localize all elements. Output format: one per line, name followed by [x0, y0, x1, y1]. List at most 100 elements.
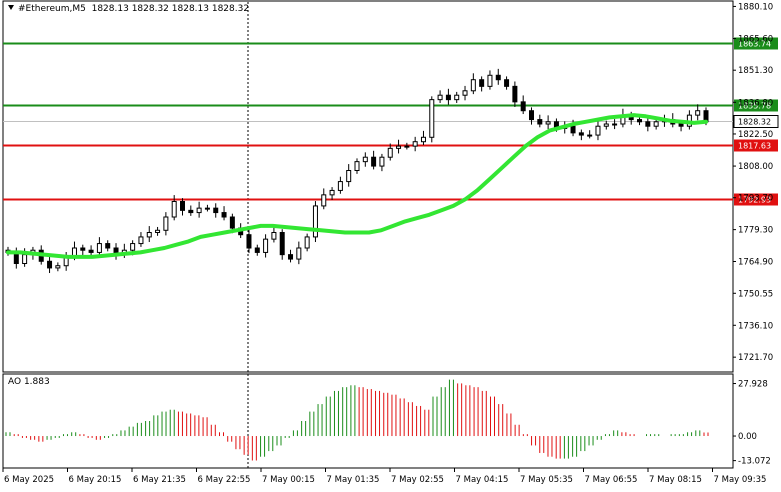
y-tick-label: 1808.00 — [738, 162, 773, 172]
candle-body — [55, 265, 61, 269]
price-pane-frame — [2, 0, 734, 373]
y-tick-label: 1851.30 — [738, 66, 773, 76]
candle-body — [80, 247, 86, 251]
candle-body — [196, 207, 202, 214]
candle-body — [587, 134, 593, 137]
x-tick-label: 7 May 09:35 — [714, 475, 767, 485]
candle-body — [279, 232, 285, 256]
x-tick-label: 6 May 21:35 — [133, 475, 186, 485]
candle-body — [578, 132, 584, 136]
candle-body — [570, 125, 576, 134]
candle-body — [495, 74, 501, 81]
candle-body — [545, 121, 551, 125]
candle-body — [454, 94, 460, 101]
candle-body — [204, 207, 210, 210]
price-level-tag — [734, 99, 778, 112]
candle-body — [603, 123, 609, 127]
x-tick-label: 6 May 2025 — [4, 475, 54, 485]
candle-body — [487, 74, 493, 87]
candle-body — [379, 156, 385, 167]
candle-body — [171, 201, 177, 218]
candle-body — [288, 254, 294, 260]
ao-y-tick-label: 27.928 — [738, 380, 768, 390]
candle-body — [362, 156, 368, 163]
candle-body — [653, 121, 659, 127]
y-tick-label: 1721.70 — [738, 353, 773, 363]
chart-title: #Ethereum,M5 1828.13 1828.32 1828.13 182… — [8, 4, 249, 14]
candle-body — [329, 189, 335, 196]
candle-body — [429, 99, 435, 138]
y-tick-label: 1865.60 — [738, 35, 773, 45]
candle-body — [445, 94, 451, 101]
candle-body — [296, 247, 302, 260]
candle-body — [387, 147, 393, 158]
candle-body — [88, 249, 94, 253]
candle-body — [47, 260, 53, 269]
x-tick-label: 7 May 02:55 — [391, 475, 444, 485]
candle-body — [263, 238, 269, 253]
price-level-tag — [734, 193, 778, 206]
x-tick-label: 7 May 00:15 — [262, 475, 315, 485]
moving-average-line — [6, 113, 708, 259]
candle-body — [504, 79, 510, 87]
candle-body — [130, 243, 136, 251]
candle-body — [304, 236, 310, 249]
candle-body — [437, 94, 443, 101]
candle-body — [695, 110, 701, 116]
candle-body — [412, 141, 418, 147]
indicator-pane-frame — [2, 373, 734, 469]
candle-body — [520, 101, 526, 112]
y-tick-label: 1736.10 — [738, 321, 773, 331]
candle-body — [637, 119, 643, 123]
candle-body — [229, 216, 235, 229]
price-level-tag — [734, 37, 778, 50]
x-tick-label: 7 May 06:55 — [585, 475, 638, 485]
candle-body — [420, 136, 426, 143]
price-level-tag — [734, 139, 778, 152]
y-tick-label: 1793.70 — [738, 194, 773, 204]
x-tick-label: 7 May 08:15 — [649, 475, 702, 485]
candle-body — [221, 212, 227, 218]
candle-body — [512, 85, 518, 103]
x-tick-label: 7 May 04:15 — [456, 475, 509, 485]
y-tick-label: 1880.10 — [738, 2, 773, 12]
price-level-label: 1792.93 — [738, 196, 771, 205]
ao-y-tick-label: 0.00 — [738, 432, 757, 442]
current-price-tag — [733, 115, 779, 128]
candle-body — [96, 243, 102, 253]
candle-body — [645, 121, 651, 127]
candle-body — [470, 79, 476, 92]
y-tick-label: 1764.90 — [738, 258, 773, 268]
candle-body — [180, 201, 185, 211]
y-tick-label: 1750.55 — [738, 289, 773, 299]
price-level-label: 1863.74 — [738, 40, 771, 49]
candle-body — [404, 145, 410, 148]
candle-body — [246, 234, 252, 249]
y-tick-label: 1836.80 — [738, 98, 773, 108]
x-tick-label: 7 May 05:35 — [520, 475, 573, 485]
price-level-label: 1835.78 — [738, 102, 771, 111]
candle-body — [371, 156, 377, 167]
candle-body — [354, 161, 360, 171]
candle-body — [678, 123, 684, 127]
ohlc-readout: 1828.13 1828.32 1828.13 1828.32 — [91, 4, 250, 14]
candle-body — [155, 229, 161, 234]
current-price-label: 1828.32 — [738, 118, 771, 127]
candle-body — [312, 205, 318, 238]
y-tick-label: 1779.30 — [738, 226, 773, 236]
candle-body — [396, 145, 402, 149]
candle-body — [188, 209, 194, 214]
candle-body — [337, 181, 343, 191]
price-level-label: 1817.63 — [738, 142, 771, 151]
candle-body — [462, 90, 468, 96]
candle-body — [271, 232, 277, 240]
indicator-title: AO 1.883 — [8, 377, 50, 387]
candle-body — [479, 79, 485, 87]
dropdown-triangle-icon[interactable] — [8, 5, 14, 10]
candle-body — [537, 119, 543, 125]
symbol-label: #Ethereum,M5 — [18, 4, 86, 14]
candle-body — [22, 254, 28, 264]
candle-body — [105, 243, 111, 249]
